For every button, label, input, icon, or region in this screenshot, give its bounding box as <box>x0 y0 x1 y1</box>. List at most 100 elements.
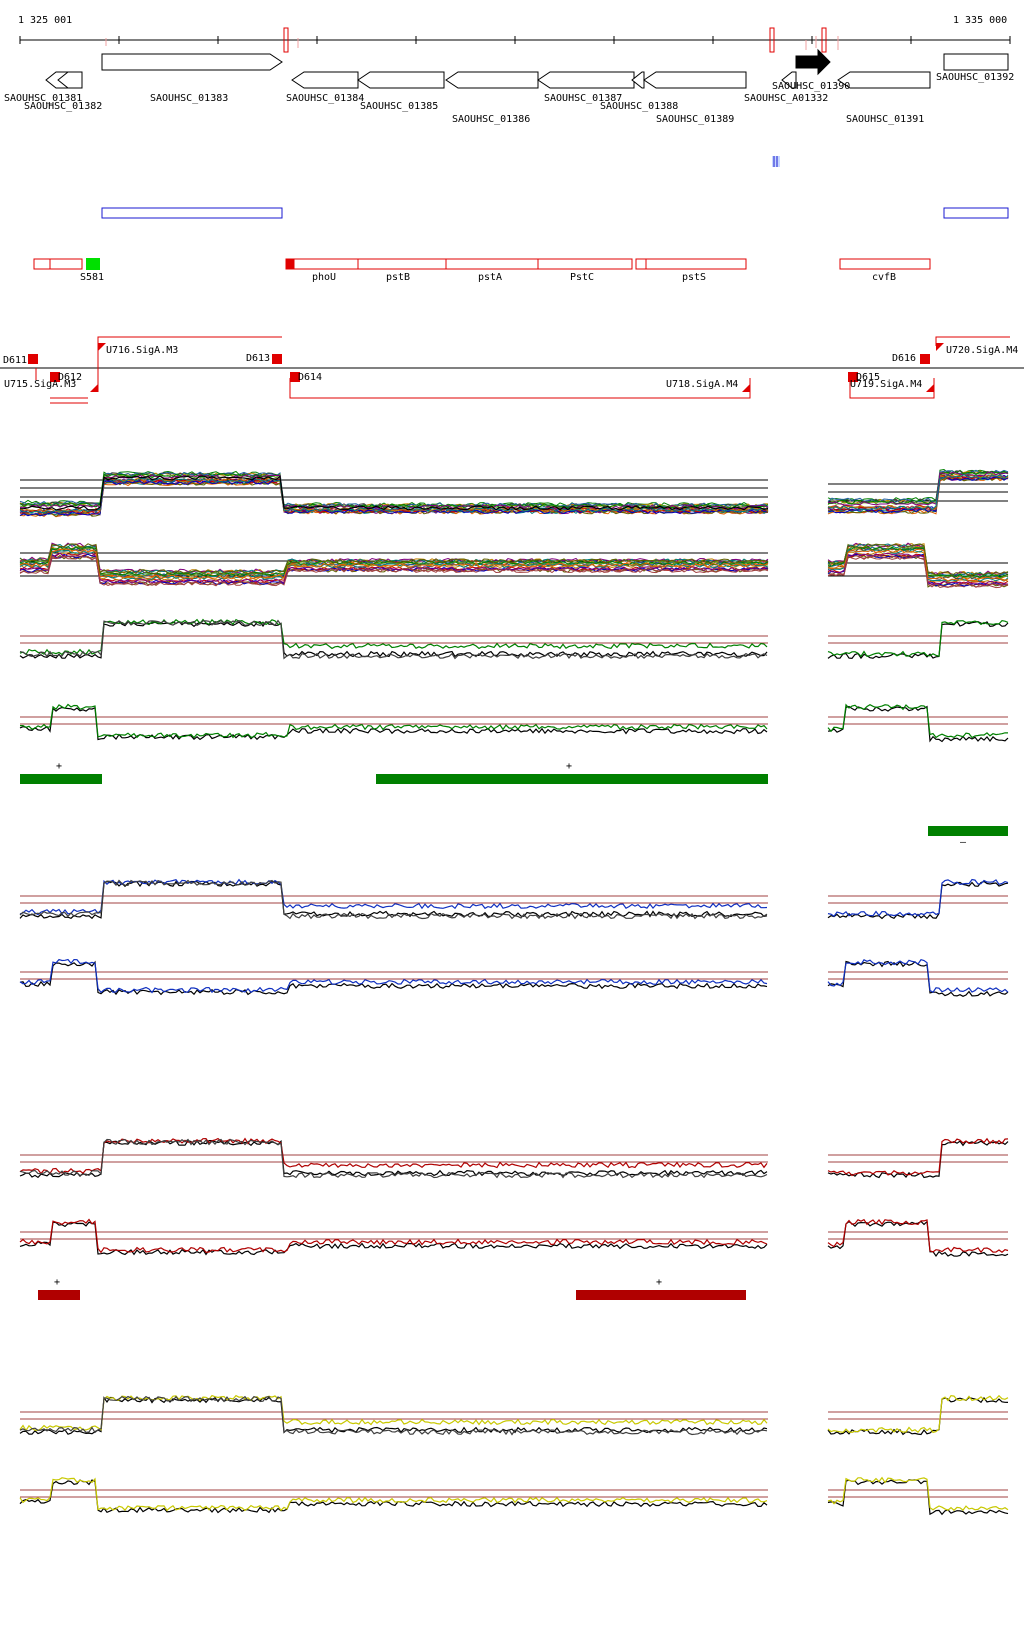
gene-arrow[interactable] <box>643 71 747 89</box>
expression-trace <box>19 548 769 580</box>
region-box[interactable] <box>101 207 283 219</box>
annotation-track <box>33 258 931 270</box>
segment-sign: + <box>56 761 62 772</box>
expression-trace <box>827 1396 1009 1436</box>
expression-trace <box>827 1140 1009 1179</box>
annotation-label: S581 <box>80 272 104 283</box>
region-box[interactable] <box>943 207 1009 219</box>
expression-trace <box>827 878 1009 918</box>
gene-arrow[interactable] <box>357 71 445 89</box>
expression-trace <box>19 1138 768 1179</box>
expression-trace <box>827 555 1009 588</box>
annotation-box[interactable] <box>49 258 83 270</box>
expression-trace <box>827 476 1009 514</box>
expression-trace <box>827 619 1009 658</box>
feature-track: D611 U715.SigA.M3 D612 U716.SigA.M3 D613… <box>0 336 1024 404</box>
gene-arrow[interactable] <box>837 71 931 89</box>
multi-sample-profile-top <box>19 468 1009 518</box>
expression-trace <box>19 1218 768 1254</box>
coordinate-ruler: 1 325 001 1 335 000 <box>18 15 1011 53</box>
ruler-ticks <box>19 36 1011 44</box>
expression-trace <box>827 548 1009 582</box>
region-track <box>101 207 1009 219</box>
annotation-box[interactable] <box>537 258 633 270</box>
feature-label: U715.SigA.M3 <box>4 379 76 390</box>
expression-trace <box>19 1139 768 1179</box>
gene-arrow[interactable] <box>781 71 797 89</box>
expression-trace <box>19 619 768 660</box>
feature-label: D611 <box>3 355 27 366</box>
annotation-box[interactable] <box>357 258 447 270</box>
annotation-label: pstB <box>386 272 410 283</box>
annotation-label: phoU <box>312 272 336 283</box>
expression-trace <box>19 478 769 515</box>
segment-bar[interactable] <box>576 1290 746 1300</box>
yellow-profile-tracks <box>19 1394 1009 1516</box>
annotation-box[interactable] <box>839 258 931 270</box>
segment-bar[interactable] <box>928 826 1008 836</box>
gene-label: SAOUHSC_A01332 <box>744 93 828 104</box>
gene-box[interactable] <box>943 53 1009 71</box>
gene-label: SAOUHSC_01391 <box>846 114 924 125</box>
feature-label: U720.SigA.M4 <box>946 345 1018 356</box>
expression-trace <box>20 703 768 739</box>
gene-track <box>45 48 1009 89</box>
gene-arrow[interactable] <box>101 53 283 71</box>
annotation-box[interactable] <box>635 258 647 270</box>
gene-label: SAOUHSC_01392 <box>936 72 1014 83</box>
annotation-label: PstC <box>570 272 594 283</box>
segment-bar[interactable] <box>20 774 102 784</box>
expression-trace <box>827 552 1009 586</box>
expression-trace <box>827 543 1009 577</box>
gene-label: SAOUHSC_01389 <box>656 114 734 125</box>
expression-trace <box>827 552 1009 586</box>
overlay-marker <box>772 156 780 167</box>
gene-label: SAOUHSC_01390 <box>772 81 850 92</box>
gene-label: SAOUHSC_01384 <box>286 93 364 104</box>
segment-sign: + <box>656 1277 662 1288</box>
expression-trace <box>19 1394 768 1432</box>
expression-trace <box>19 620 768 659</box>
gene-label: SAOUHSC_01387 <box>544 93 622 104</box>
feature-label: D615 <box>856 372 880 383</box>
gene-arrow[interactable] <box>445 71 539 89</box>
segment-bar[interactable] <box>38 1290 80 1300</box>
segment-sign: + <box>566 761 572 772</box>
annotation-box[interactable] <box>445 258 539 270</box>
multi-sample-profile-bottom <box>19 542 1009 589</box>
expression-trace <box>19 880 768 920</box>
gene-label: SAOUHSC_01383 <box>150 93 228 104</box>
expression-trace <box>19 1477 768 1512</box>
gene-labels: SAOUHSC_01381 SAOUHSC_01382 SAOUHSC_0138… <box>4 72 1014 125</box>
gene-arrow-highlighted[interactable] <box>795 48 831 76</box>
segment-bar[interactable] <box>376 774 768 784</box>
expression-trace <box>827 474 1009 511</box>
ruler-start-label: 1 325 001 <box>18 15 72 26</box>
expression-trace <box>827 1218 1009 1254</box>
red-segments: + + <box>38 1277 746 1300</box>
feature-label: U719.SigA.M4 <box>850 379 922 390</box>
expression-trace <box>19 879 768 920</box>
expression-trace <box>19 960 768 996</box>
feature-label: D616 <box>892 353 916 364</box>
gene-label: SAOUHSC_01382 <box>24 101 102 112</box>
gene-arrow[interactable] <box>57 71 83 89</box>
expression-trace <box>19 1221 768 1256</box>
expression-trace <box>827 542 1009 576</box>
feature-label: U716.SigA.M3 <box>106 345 178 356</box>
annotation-box[interactable] <box>285 258 359 270</box>
annotation-box[interactable] <box>33 258 51 270</box>
feature-label: D612 <box>58 372 82 383</box>
annotation-label: pstA <box>478 272 502 283</box>
expression-trace <box>19 878 768 916</box>
annotation-box[interactable] <box>645 258 747 270</box>
gene-arrow[interactable] <box>291 71 359 89</box>
gene-arrow[interactable] <box>537 71 635 89</box>
gene-label: SAOUHSC_01386 <box>452 114 530 125</box>
expression-trace <box>827 959 1009 993</box>
annotation-box-s581[interactable] <box>86 258 100 270</box>
expression-trace <box>827 1394 1009 1434</box>
expression-trace <box>827 476 1009 514</box>
expression-trace <box>19 552 769 584</box>
